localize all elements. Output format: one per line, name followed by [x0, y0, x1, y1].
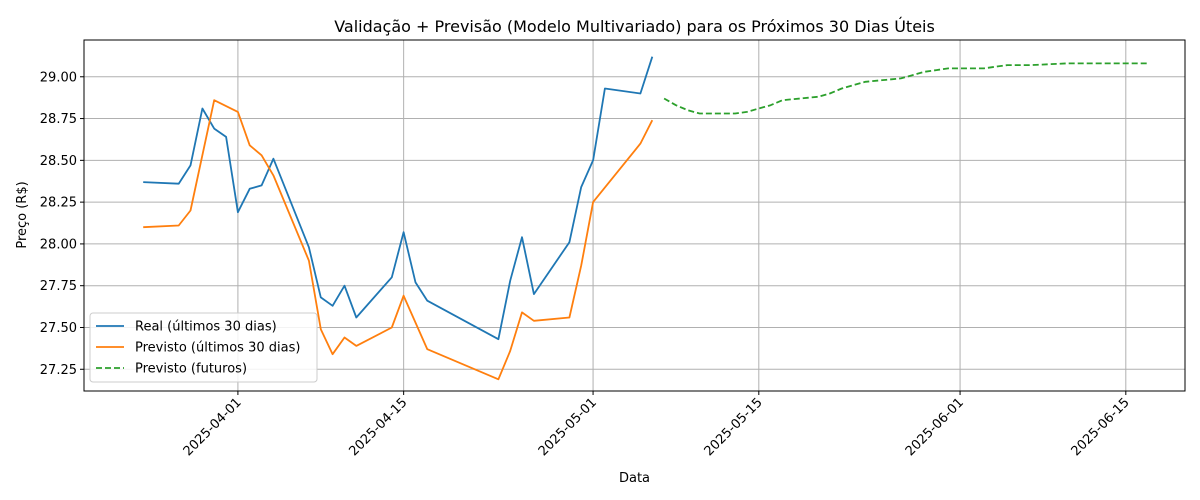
series-line-3 — [663, 62, 1150, 115]
y-tick-label: 28.00 — [40, 237, 77, 252]
plot-frame — [83, 39, 1186, 392]
y-axis-title: Preço (R$) — [15, 181, 30, 248]
grid-lines — [84, 40, 1185, 391]
y-tick-label: 27.75 — [40, 279, 77, 294]
chart-title: Validação + Previsão (Modelo Multivariad… — [334, 17, 935, 36]
x-axis-title: Data — [619, 471, 650, 486]
legend-label-3: Previsto (futuros) — [135, 362, 247, 377]
legend-label-2: Previsto (últimos 30 dias) — [135, 341, 300, 356]
y-tick-label: 28.50 — [40, 154, 77, 169]
chart-legend: Real (últimos 30 dias) Previsto (últimos … — [89, 312, 318, 383]
legend-label-1: Real (últimos 30 dias) — [135, 320, 277, 335]
series-line-2 — [143, 99, 654, 381]
legend-box — [89, 312, 318, 383]
y-tick-label: 28.25 — [40, 196, 77, 211]
plot-series — [143, 56, 1150, 381]
y-tick-label: 29.00 — [40, 70, 77, 85]
y-tick-label: 27.25 — [40, 363, 77, 378]
y-tick-label: 28.75 — [40, 112, 77, 127]
series-line-1 — [143, 56, 654, 341]
y-tick-label: 27.50 — [40, 321, 77, 336]
